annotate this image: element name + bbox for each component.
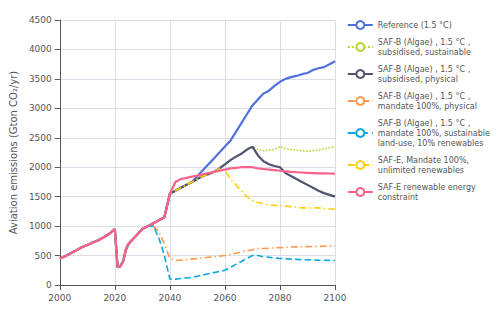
- svg-text:0: 0: [46, 280, 52, 290]
- svg-text:2080: 2080: [269, 293, 292, 303]
- svg-text:4000: 4000: [29, 44, 52, 54]
- svg-text:2000: 2000: [29, 162, 52, 172]
- svg-text:land-use, 10% renewables: land-use, 10% renewables: [378, 139, 484, 148]
- svg-text:SAF-B (Algae) , 1.5 °C ,: SAF-B (Algae) , 1.5 °C ,: [378, 92, 470, 101]
- svg-text:SAF-E renewable energy: SAF-E renewable energy: [378, 183, 476, 192]
- svg-text:4500: 4500: [29, 15, 52, 25]
- svg-text:3500: 3500: [29, 74, 52, 84]
- svg-text:Aviation emissions (Gton CO₂/y: Aviation emissions (Gton CO₂/yr): [8, 71, 19, 235]
- svg-text:3000: 3000: [29, 103, 52, 113]
- svg-text:2040: 2040: [158, 293, 181, 303]
- svg-text:2000: 2000: [48, 293, 71, 303]
- svg-text:2500: 2500: [29, 133, 52, 143]
- svg-text:mandate 100%, physical: mandate 100%, physical: [378, 102, 477, 111]
- svg-text:2100: 2100: [324, 293, 347, 303]
- svg-text:SAF-B (Algae) , 1.5 °C ,: SAF-B (Algae) , 1.5 °C ,: [378, 38, 470, 47]
- svg-text:1500: 1500: [29, 192, 52, 202]
- svg-text:2060: 2060: [213, 293, 236, 303]
- svg-text:constraint: constraint: [378, 193, 418, 202]
- svg-text:1000: 1000: [29, 221, 52, 231]
- svg-text:unlimited renewables: unlimited renewables: [378, 166, 464, 175]
- svg-text:SAF-E, Mandate 100%,: SAF-E, Mandate 100%,: [378, 156, 469, 165]
- svg-text:SAF-B (Algae) , 1.5 °C ,: SAF-B (Algae) , 1.5 °C ,: [378, 119, 470, 128]
- svg-text:subsidised, physical: subsidised, physical: [378, 75, 458, 84]
- svg-text:500: 500: [35, 251, 52, 261]
- svg-text:2020: 2020: [103, 293, 126, 303]
- svg-text:subsidised, sustainable: subsidised, sustainable: [378, 48, 471, 57]
- svg-text:mandate 100%, sustainable: mandate 100%, sustainable: [378, 129, 490, 138]
- svg-text:Reference (1.5 °C): Reference (1.5 °C): [378, 21, 452, 30]
- svg-text:SAF-B (Algae) , 1.5 °C ,: SAF-B (Algae) , 1.5 °C ,: [378, 65, 470, 74]
